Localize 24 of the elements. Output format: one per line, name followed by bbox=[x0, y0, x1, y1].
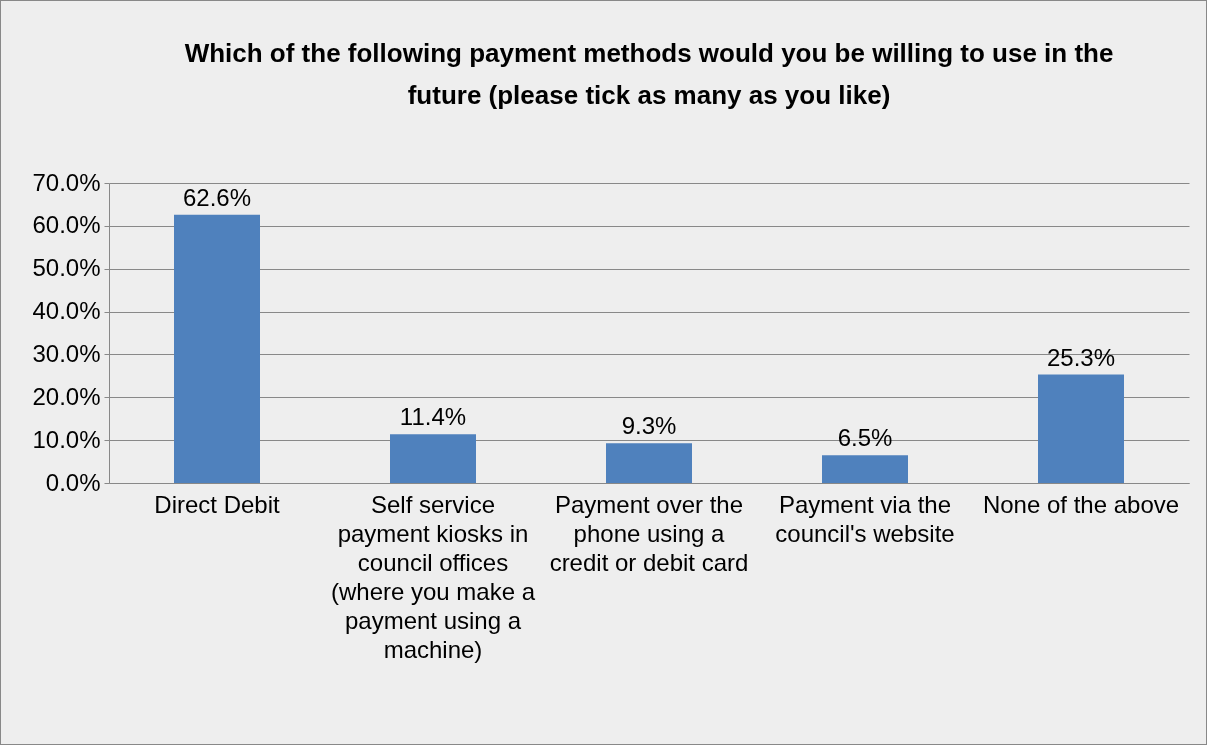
y-tick-label: 30.0% bbox=[32, 339, 101, 367]
bar bbox=[390, 434, 476, 483]
chart-title: Which of the following payment methods would you be willing to use in the future (please tick as many as you like) bbox=[184, 38, 1114, 110]
x-tick-label: Payment via the council's website bbox=[775, 490, 955, 547]
bar bbox=[1038, 374, 1124, 483]
y-tick-label: 70.0% bbox=[32, 168, 101, 196]
data-label: 9.3% bbox=[621, 412, 677, 440]
data-label: 6.5% bbox=[837, 424, 893, 452]
bar bbox=[174, 214, 260, 483]
x-tick-label: Payment over the phone using a credit or debit card bbox=[549, 490, 749, 576]
y-tick-label: 40.0% bbox=[32, 297, 101, 325]
y-tick-label: 50.0% bbox=[32, 254, 101, 282]
y-tick-label: 10.0% bbox=[32, 425, 101, 453]
x-tick-label: Self service payment kiosks in council offices (where you make a payment using a machine) bbox=[330, 490, 536, 663]
data-label: 62.6% bbox=[182, 183, 252, 211]
y-tick-label: 0.0% bbox=[45, 468, 101, 496]
y-tick-label: 20.0% bbox=[32, 382, 101, 410]
bar bbox=[606, 443, 692, 483]
bar bbox=[822, 455, 908, 483]
x-tick-label: Direct Debit bbox=[154, 490, 281, 518]
y-tick-label: 60.0% bbox=[32, 211, 101, 239]
data-label: 25.3% bbox=[1046, 343, 1116, 371]
data-label: 11.4% bbox=[399, 403, 467, 431]
x-tick-label: None of the above bbox=[982, 490, 1180, 518]
